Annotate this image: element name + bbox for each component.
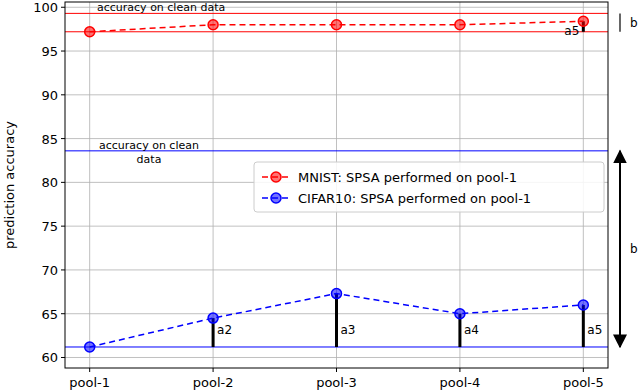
legend-box <box>254 162 604 212</box>
series-point <box>455 20 465 30</box>
gap-bar <box>582 305 585 347</box>
tick-label-x: pool-1 <box>69 375 110 390</box>
tick-label-y: 95 <box>41 44 58 59</box>
bracket-label: b <box>630 16 638 30</box>
tick-label-y: 60 <box>41 350 58 365</box>
tick-x <box>89 368 90 372</box>
bracket <box>619 151 621 347</box>
series-point <box>455 309 465 319</box>
grid-line-x <box>89 2 90 368</box>
y-axis-label: prediction accuracy <box>2 121 17 249</box>
reference-label-line: accuracy on clean <box>99 139 199 152</box>
series-line <box>90 294 584 347</box>
tick-x <box>213 368 214 372</box>
gap-label: a5 <box>564 24 579 38</box>
tick-y <box>61 94 65 95</box>
gap-label: a5 <box>587 323 602 337</box>
grid-line-y <box>65 226 608 227</box>
tick-y <box>61 269 65 270</box>
tick-label-y: 75 <box>41 219 58 234</box>
tick-label-y: 100 <box>33 0 58 15</box>
tick-y <box>61 182 65 183</box>
tick-x <box>336 368 337 372</box>
tick-label-y: 65 <box>41 307 58 322</box>
tick-y <box>61 226 65 227</box>
bracket <box>619 13 620 31</box>
series-point <box>332 289 342 299</box>
legend-marker <box>271 172 281 182</box>
tick-label-y: 90 <box>41 88 58 103</box>
tick-label-x: pool-5 <box>563 375 604 390</box>
chart: 60 65 70 75 80 85 90 95 100 pool-1 pool-2 pool-3 poo… <box>0 0 640 391</box>
plot-area <box>65 13 608 352</box>
series-point <box>85 342 95 352</box>
series-point <box>85 27 95 37</box>
legend-marker <box>271 193 281 203</box>
tick-y <box>61 51 65 52</box>
tick-label-x: pool-4 <box>440 375 481 390</box>
legend-label: CIFAR10: SPSA performed on pool-1 <box>298 191 531 206</box>
grid-line-y <box>65 357 608 358</box>
reference-line <box>65 31 608 32</box>
gap-label: a2 <box>217 323 232 337</box>
tick-x <box>583 368 584 372</box>
tick-x <box>459 368 460 372</box>
gap-label: a3 <box>341 323 356 337</box>
tick-label-x: pool-3 <box>316 375 357 390</box>
grid-line-y <box>65 51 608 52</box>
series-point <box>208 20 218 30</box>
reference-label-line: data <box>137 153 162 166</box>
tick-y <box>61 313 65 314</box>
reference-label: accuracy on clean data <box>97 1 225 14</box>
tick-label-y: 80 <box>41 175 58 190</box>
tick-label-y: 70 <box>41 263 58 278</box>
tick-y <box>61 138 65 139</box>
tick-label-y: 85 <box>41 132 58 147</box>
tick-label-x: pool-2 <box>193 375 234 390</box>
series-point <box>578 16 588 26</box>
grid-line-y <box>65 269 608 270</box>
tick-y <box>61 357 65 358</box>
series-point <box>578 300 588 310</box>
frame <box>65 2 608 368</box>
grid-line-y <box>65 94 608 95</box>
reference-label: accuracy on cleandata <box>99 139 199 166</box>
bracket-label: b <box>630 242 638 256</box>
series-point <box>208 313 218 323</box>
legend-label: MNIST: SPSA performed on pool-1 <box>298 170 517 185</box>
gap-label: a4 <box>464 323 479 337</box>
tick-y <box>61 7 65 8</box>
series-point <box>332 20 342 30</box>
gap-bar <box>335 294 338 347</box>
